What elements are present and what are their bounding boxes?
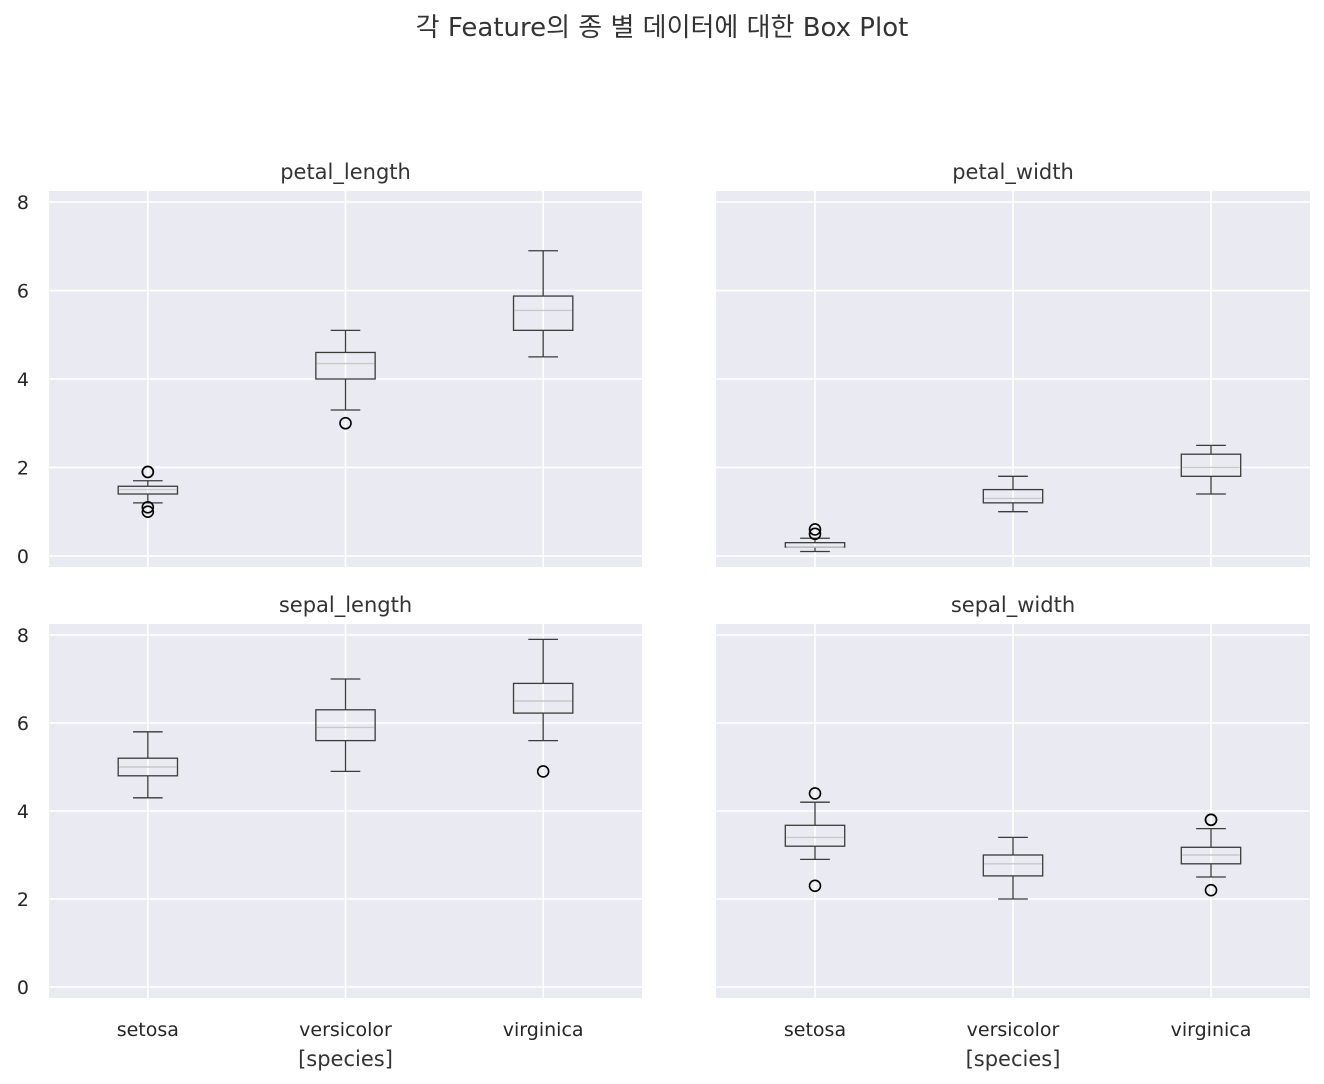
x-axis-label: [species] <box>298 1047 393 1071</box>
box-setosa <box>117 731 179 799</box>
box-versicolor <box>982 836 1044 900</box>
outlier-point <box>536 765 550 778</box>
outlier-point <box>808 787 822 800</box>
iqr-box <box>315 351 376 380</box>
box-versicolor <box>982 475 1044 513</box>
box-versicolor <box>315 329 376 430</box>
iqr-box <box>117 485 179 495</box>
subplot-title: sepal_width <box>951 593 1075 618</box>
outlier-point <box>141 500 155 514</box>
x-tick-label: virginica <box>1171 1019 1252 1041</box>
x-tick-label: versicolor <box>967 1019 1060 1041</box>
subplot-title: petal_length <box>280 160 411 185</box>
outlier-point <box>141 505 155 519</box>
box-virginica <box>512 638 574 778</box>
outlier-point <box>808 527 822 541</box>
y-tick-label: 0 <box>17 546 29 568</box>
y-tick-label: 6 <box>17 713 29 735</box>
iqr-box <box>315 709 376 742</box>
box-setosa <box>784 523 846 553</box>
x-tick-label: setosa <box>117 1019 179 1041</box>
subplot-petal_width: petal_width <box>716 160 1310 567</box>
iqr-box <box>117 757 179 777</box>
y-tick-label: 8 <box>17 625 29 647</box>
subplot-title: sepal_length <box>279 593 412 618</box>
y-tick-label: 8 <box>17 192 29 214</box>
box-virginica <box>512 250 574 358</box>
y-tick-label: 4 <box>17 369 29 391</box>
outlier-point <box>808 523 822 536</box>
iqr-box <box>512 682 574 714</box>
box-virginica <box>1180 813 1242 897</box>
subplot-grid: petal_length 0 2 4 6 8 petal_width sepal_length… <box>17 160 1310 1071</box>
box-versicolor <box>315 678 376 773</box>
y-tick-label: 0 <box>17 977 29 999</box>
y-tick-label: 6 <box>17 281 29 303</box>
iqr-box <box>982 854 1044 877</box>
y-tick-label: 4 <box>17 801 29 823</box>
subplot-title: petal_width <box>952 160 1074 185</box>
subplot-petal_length: petal_length 0 2 4 6 8 <box>17 160 642 568</box>
subplot-sepal_length: sepal_length 0 2 4 6 8 setosa versicolor virgini… <box>17 593 642 1071</box>
outlier-point <box>339 416 352 430</box>
iqr-box <box>784 824 846 847</box>
x-tick-label: virginica <box>503 1019 584 1041</box>
y-tick-label: 2 <box>17 457 29 479</box>
iqr-box <box>512 295 574 331</box>
box-setosa <box>784 787 846 893</box>
x-tick-label: versicolor <box>299 1019 392 1041</box>
box-setosa <box>117 465 179 519</box>
x-tick-label: setosa <box>784 1019 846 1041</box>
outlier-point <box>808 879 822 893</box>
y-tick-label: 2 <box>17 889 29 911</box>
iqr-box <box>1180 453 1242 477</box>
outlier-point <box>1204 813 1218 827</box>
outlier-point <box>141 465 155 479</box>
box-virginica <box>1180 444 1242 495</box>
outlier-point <box>1204 883 1218 897</box>
iqr-box <box>982 488 1044 504</box>
x-axis-label: [species] <box>966 1047 1061 1071</box>
figure-suptitle: 각 Feature의 종 별 데이터에 대한 Box Plot <box>416 13 909 43</box>
iqr-box <box>1180 846 1242 865</box>
